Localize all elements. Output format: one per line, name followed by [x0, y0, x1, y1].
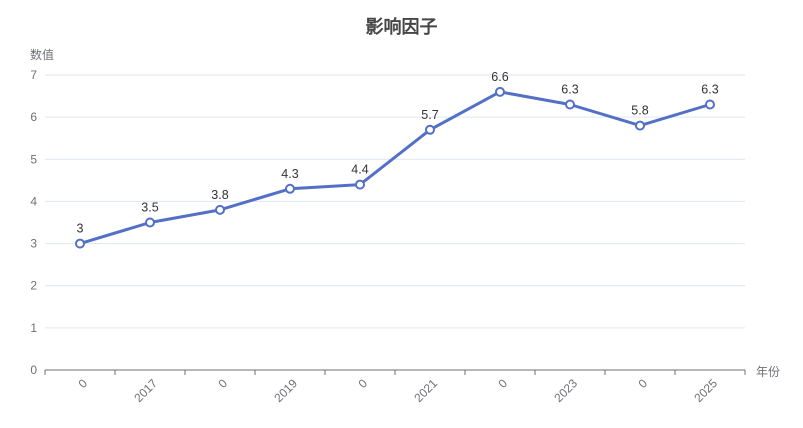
data-point-marker[interactable]: [75, 238, 85, 249]
x-tick-label: 0: [75, 376, 90, 391]
x-tick-label: 0: [495, 376, 510, 391]
data-label: 4.3: [281, 167, 298, 181]
series-line: [78, 90, 712, 246]
data-label: 5.7: [421, 108, 438, 122]
x-tick-label: 2017: [131, 376, 160, 405]
x-tick-label: 2021: [411, 376, 440, 405]
x-tick-label: 2025: [691, 376, 720, 405]
data-label: 5.8: [631, 104, 648, 118]
y-tick-labels: 0 1 2 3 4 5 6 7: [30, 68, 37, 377]
x-axis-name: 年份: [756, 365, 781, 379]
data-point-marker[interactable]: [495, 86, 505, 97]
y-tick-label: 7: [30, 68, 37, 82]
data-point-marker[interactable]: [145, 217, 155, 228]
data-point-marker[interactable]: [425, 124, 435, 135]
gridlines: [45, 74, 745, 329]
y-tick-label: 4: [30, 194, 37, 208]
x-axis: [44, 369, 746, 375]
y-axis-name: 数值: [30, 48, 55, 62]
data-point-marker[interactable]: [285, 183, 295, 194]
series-polyline: [78, 90, 712, 246]
data-point-marker[interactable]: [565, 99, 575, 110]
chart-title: 影响因子: [365, 17, 438, 37]
data-point-marker[interactable]: [355, 179, 365, 190]
y-tick-label: 1: [30, 321, 37, 335]
x-tick-label: 0: [215, 376, 230, 391]
x-tick-label: 0: [355, 376, 370, 391]
x-tick-label: 2023: [551, 376, 580, 405]
y-tick-label: 3: [30, 237, 37, 251]
data-label: 3.8: [211, 188, 228, 202]
y-tick-label: 6: [30, 110, 37, 124]
data-point-markers[interactable]: [75, 86, 715, 249]
y-tick-label: 0: [30, 363, 37, 377]
data-labels: 3 3.5 3.8 4.3 4.4 5.7 6.6 6.3 5.8 6.3: [77, 70, 719, 236]
y-tick-label: 5: [30, 152, 37, 166]
data-label: 3.5: [141, 201, 158, 215]
data-point-marker[interactable]: [215, 204, 225, 215]
x-tick-label: 0: [635, 376, 650, 391]
data-label: 6.3: [701, 83, 718, 97]
data-label: 6.3: [561, 83, 578, 97]
data-label: 6.6: [491, 70, 508, 84]
x-tick-labels: 0 2017 0 2019 0 2021 0 2023 0 2025: [75, 376, 720, 405]
y-tick-label: 2: [30, 279, 37, 293]
x-tick-label: 2019: [271, 376, 300, 405]
data-label: 4.4: [351, 163, 368, 177]
data-point-marker[interactable]: [705, 99, 715, 110]
data-point-marker[interactable]: [635, 120, 645, 131]
data-label: 3: [77, 222, 84, 236]
